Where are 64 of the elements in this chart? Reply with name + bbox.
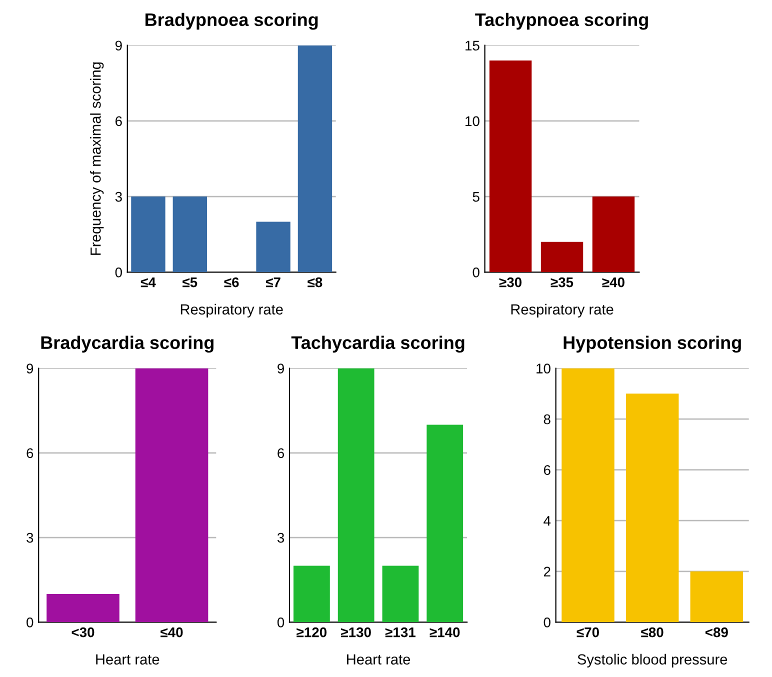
x-tick-label: ≥140 xyxy=(430,627,460,638)
chart-title: Bradypnoea scoring xyxy=(146,12,318,30)
y-tick-label: 0 xyxy=(26,617,34,628)
y-tick-label: 10 xyxy=(466,116,480,126)
chart-title: Hypotension scoring xyxy=(564,336,741,353)
y-tick-label: 9 xyxy=(26,364,34,374)
x-axis-title: Heart rate xyxy=(347,654,410,665)
x-tick-label: <30 xyxy=(72,627,94,638)
y-axis-title: Frequency of maximal scoring xyxy=(90,62,104,255)
bar xyxy=(172,196,208,272)
bar xyxy=(131,196,166,272)
y-tick-label: 6 xyxy=(26,448,34,458)
chart-title: Bradycardia scoring xyxy=(41,336,214,353)
x-tick-label: ≥30 xyxy=(499,277,522,288)
y-tick-label: 4 xyxy=(544,516,551,526)
bar xyxy=(562,368,614,622)
x-axis-title: Heart rate xyxy=(96,654,160,665)
x-tick-label: ≤80 xyxy=(641,627,664,638)
x-tick-label: ≤7 xyxy=(266,278,280,288)
bar xyxy=(338,368,374,622)
y-tick-label: 3 xyxy=(115,192,122,202)
y-tick-label: 5 xyxy=(472,192,480,202)
y-tick-label: 3 xyxy=(26,532,34,543)
y-tick-label: 6 xyxy=(278,448,284,458)
y-tick-label: 0 xyxy=(544,617,550,628)
bar xyxy=(256,222,290,272)
y-tick-label: 9 xyxy=(278,364,284,374)
y-tick-label: 9 xyxy=(115,40,122,51)
x-tick-label: ≤5 xyxy=(182,278,198,288)
x-axis-title: Respiratory rate xyxy=(511,304,614,318)
x-tick-label: ≥40 xyxy=(602,277,624,288)
bar xyxy=(382,566,419,622)
y-tick-label: 8 xyxy=(544,414,550,424)
chart-title: Tachycardia scoring xyxy=(291,336,464,353)
bar xyxy=(293,566,330,622)
x-tick-label: ≥120 xyxy=(296,627,327,638)
x-tick-label: ≤70 xyxy=(576,627,599,638)
y-tick-label: 2 xyxy=(544,566,550,576)
x-tick-label: ≥131 xyxy=(385,627,416,638)
y-tick-label: 6 xyxy=(544,465,550,476)
bar xyxy=(690,571,744,622)
y-tick-label: 15 xyxy=(466,40,480,51)
y-tick-label: 0 xyxy=(115,267,122,278)
x-axis-title: Systolic blood pressure xyxy=(578,654,728,668)
x-tick-label: ≤4 xyxy=(140,278,156,288)
bar xyxy=(626,394,679,622)
x-tick-label: ≤6 xyxy=(224,277,239,288)
bar xyxy=(592,196,635,272)
x-tick-label: ≤40 xyxy=(160,627,183,638)
bar xyxy=(540,242,584,272)
x-tick-label: ≥35 xyxy=(550,277,574,288)
y-tick-label: 6 xyxy=(116,116,122,126)
y-tick-label: 0 xyxy=(472,267,480,278)
x-axis-title: Respiratory rate xyxy=(180,304,283,318)
x-tick-label: ≤8 xyxy=(308,277,322,288)
y-tick-label: 0 xyxy=(277,617,284,628)
bar xyxy=(489,60,532,272)
bar xyxy=(298,45,332,272)
bar xyxy=(426,424,464,622)
y-tick-label: 3 xyxy=(277,532,284,543)
chart-title: Tachypnoea scoring xyxy=(475,12,648,30)
y-tick-label: 10 xyxy=(536,364,550,374)
x-tick-label: <89 xyxy=(705,627,728,638)
x-tick-label: ≥130 xyxy=(341,627,371,638)
